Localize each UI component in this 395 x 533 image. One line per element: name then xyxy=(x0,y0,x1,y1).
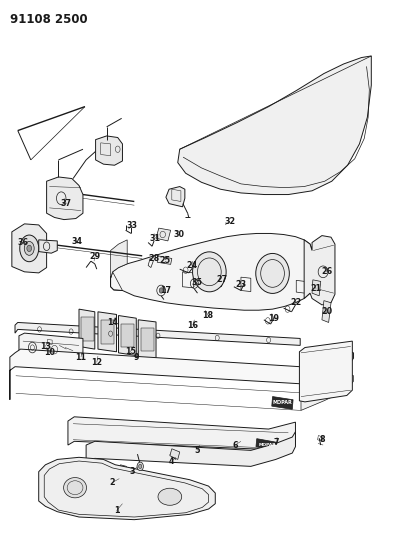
Text: 1: 1 xyxy=(114,506,119,515)
Text: 34: 34 xyxy=(71,237,83,246)
Text: 10: 10 xyxy=(44,349,55,357)
Text: 8: 8 xyxy=(319,435,325,444)
Circle shape xyxy=(27,245,32,252)
Text: 24: 24 xyxy=(186,261,197,270)
Ellipse shape xyxy=(256,254,289,294)
Polygon shape xyxy=(256,439,277,450)
Ellipse shape xyxy=(64,478,87,498)
Text: 7: 7 xyxy=(274,438,279,447)
Polygon shape xyxy=(138,320,156,359)
Text: 37: 37 xyxy=(61,199,72,208)
Polygon shape xyxy=(39,457,215,520)
Polygon shape xyxy=(304,236,335,305)
Text: 28: 28 xyxy=(149,254,160,263)
Polygon shape xyxy=(39,240,57,253)
Text: 2: 2 xyxy=(110,478,115,487)
Text: 17: 17 xyxy=(160,286,171,295)
Polygon shape xyxy=(81,318,94,341)
Polygon shape xyxy=(12,224,47,273)
Text: 15: 15 xyxy=(125,348,136,356)
Polygon shape xyxy=(68,417,295,450)
Circle shape xyxy=(139,464,142,469)
Text: 91108 2500: 91108 2500 xyxy=(10,13,88,26)
Text: MOPAR: MOPAR xyxy=(258,442,276,447)
Ellipse shape xyxy=(193,252,226,292)
Text: 13: 13 xyxy=(40,342,51,351)
Text: MOPAR: MOPAR xyxy=(273,400,292,406)
Polygon shape xyxy=(178,56,371,195)
Polygon shape xyxy=(156,228,171,241)
Polygon shape xyxy=(101,320,115,344)
Polygon shape xyxy=(111,233,312,310)
Polygon shape xyxy=(272,397,293,409)
Text: 27: 27 xyxy=(216,276,228,284)
Text: 6: 6 xyxy=(232,441,238,449)
Text: 12: 12 xyxy=(91,358,102,367)
Text: 29: 29 xyxy=(89,253,100,261)
Text: 25: 25 xyxy=(160,256,171,264)
Text: 21: 21 xyxy=(310,285,322,293)
Polygon shape xyxy=(79,309,95,349)
Text: 14: 14 xyxy=(107,318,118,327)
Polygon shape xyxy=(122,324,134,348)
Polygon shape xyxy=(141,328,154,351)
Polygon shape xyxy=(312,280,321,296)
Text: 31: 31 xyxy=(150,234,161,243)
Circle shape xyxy=(137,462,143,471)
Text: 5: 5 xyxy=(195,446,200,455)
Polygon shape xyxy=(166,187,185,207)
Polygon shape xyxy=(47,177,83,220)
Polygon shape xyxy=(86,432,295,466)
Polygon shape xyxy=(170,449,180,459)
Text: 18: 18 xyxy=(203,311,214,320)
Text: 36: 36 xyxy=(17,238,28,247)
Polygon shape xyxy=(301,373,354,410)
Text: 3: 3 xyxy=(130,467,135,476)
Polygon shape xyxy=(157,256,172,264)
Polygon shape xyxy=(118,316,136,356)
Text: 22: 22 xyxy=(291,298,302,307)
Polygon shape xyxy=(10,349,354,400)
Text: 16: 16 xyxy=(187,321,198,329)
Text: 23: 23 xyxy=(235,280,246,288)
Ellipse shape xyxy=(20,235,39,262)
Polygon shape xyxy=(322,301,331,322)
Text: 30: 30 xyxy=(173,230,184,239)
Ellipse shape xyxy=(24,241,34,255)
Text: 20: 20 xyxy=(322,308,333,316)
Text: 35: 35 xyxy=(191,278,202,287)
Polygon shape xyxy=(111,240,127,287)
Polygon shape xyxy=(299,341,352,402)
Text: 4: 4 xyxy=(169,457,175,465)
Ellipse shape xyxy=(158,488,182,505)
Polygon shape xyxy=(98,312,117,352)
Circle shape xyxy=(159,288,163,293)
Polygon shape xyxy=(96,136,122,165)
Text: 11: 11 xyxy=(75,353,87,361)
Polygon shape xyxy=(19,333,83,362)
Text: 33: 33 xyxy=(127,221,138,230)
Text: 9: 9 xyxy=(134,353,139,361)
Text: 32: 32 xyxy=(224,217,235,225)
Polygon shape xyxy=(15,322,300,345)
Text: 19: 19 xyxy=(268,314,279,322)
Polygon shape xyxy=(118,472,126,484)
Polygon shape xyxy=(120,465,126,473)
Text: 26: 26 xyxy=(322,268,333,276)
